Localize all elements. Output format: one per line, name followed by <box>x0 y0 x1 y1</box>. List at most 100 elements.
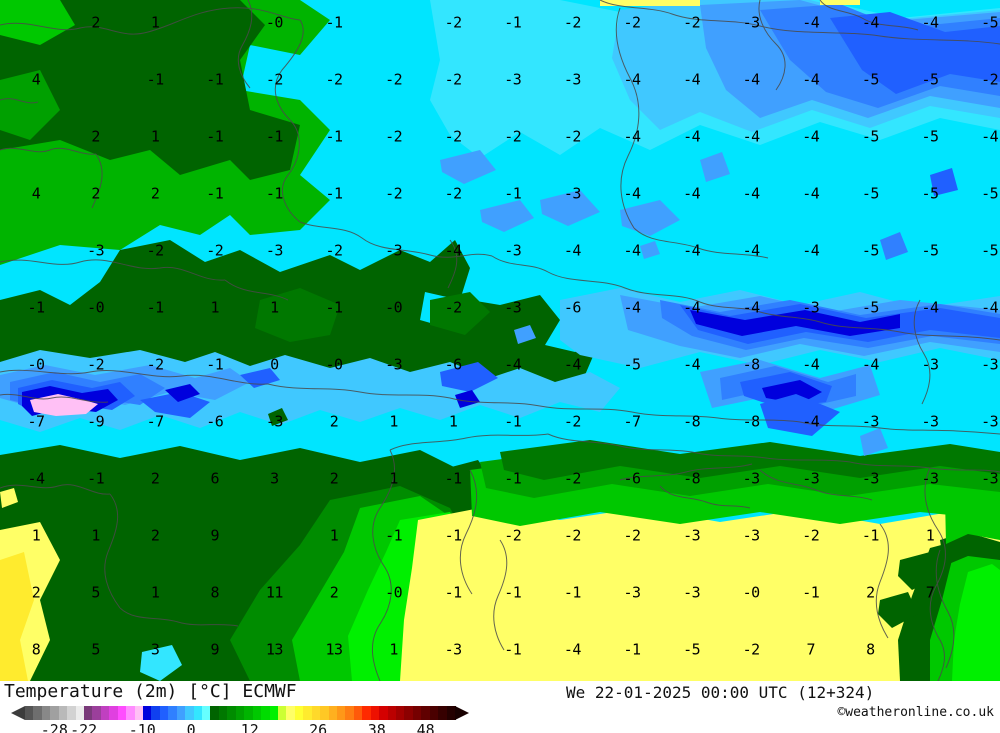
temperature-value-label: -4 <box>623 70 641 89</box>
temperature-value-label: -5 <box>683 640 701 659</box>
temperature-value-label: -1 <box>444 583 463 602</box>
temperature-value-label: -1 <box>504 640 522 659</box>
temperature-value-label: -2 <box>742 640 761 659</box>
colorbar-segment <box>303 706 313 720</box>
temperature-value-label: 2 <box>866 583 875 602</box>
temperature-value-label: -1 <box>146 298 165 317</box>
temperature-map[interactable]: 2 1 -0 -1 -2 -1 -2 -2 -2 -3 -4 -4 -4 -5 4 -1 -1 -2 -2 -2 -2 -… <box>0 0 1000 681</box>
colorbar-segment <box>151 706 161 720</box>
colorbar-tick-label: -10 <box>128 721 156 733</box>
temperature-value-label: 7 <box>806 640 816 659</box>
colorbar-tick-label: 12 <box>240 721 259 733</box>
colorbar-segment <box>294 706 304 720</box>
colorbar-segment <box>41 706 51 720</box>
colorbar-segment <box>345 706 355 720</box>
temperature-colorbar[interactable]: -28 -22 -10 0 12 26 38 48 <box>11 706 469 733</box>
temperature-value-label: -1 <box>444 526 463 545</box>
temperature-value-label: -0 <box>385 298 403 317</box>
temperature-value-label: -4 <box>623 184 641 203</box>
colorbar-segment <box>202 706 212 720</box>
temperature-value-label: -1 <box>861 526 880 545</box>
temperature-value-label: 8 <box>210 583 220 602</box>
temperature-value-label: -5 <box>921 241 939 260</box>
temperature-value-label: 5 <box>91 583 100 602</box>
temperature-value-label: -3 <box>802 298 820 317</box>
colorbar-segment <box>185 706 195 720</box>
colorbar-segment <box>117 706 127 720</box>
temperature-value-label: -2 <box>444 298 463 317</box>
temperature-value-label: 2 <box>150 526 160 545</box>
temperature-value-label: -5 <box>623 355 641 374</box>
temperature-value-label: -2 <box>87 355 105 374</box>
temperature-value-label: -4 <box>444 241 463 260</box>
temperature-value-label: -1 <box>206 70 224 89</box>
temperature-value-label: 8 <box>31 640 41 659</box>
temperature-value-label: -3 <box>861 412 880 431</box>
temperature-value-label: -6 <box>623 469 641 488</box>
temperature-value-label: -8 <box>742 355 761 374</box>
temperature-value-label: -5 <box>861 241 880 260</box>
temperature-value-label: 2 <box>150 184 160 203</box>
temperature-value-label: 1 <box>91 526 100 545</box>
colorbar-tick-label: -28 <box>40 721 68 733</box>
temperature-value-label: -4 <box>981 127 999 146</box>
colorbar-segment <box>143 706 153 720</box>
temperature-value-label: -1 <box>265 184 284 203</box>
temperature-value-label: -3 <box>921 412 939 431</box>
temperature-value-label: -4 <box>742 184 761 203</box>
temperature-value-label: -0 <box>27 355 45 374</box>
colorbar-segment <box>438 706 448 720</box>
temperature-value-label: 2 <box>329 412 339 431</box>
temperature-value-label: -3 <box>265 241 284 260</box>
temperature-value-label: -2 <box>563 13 582 32</box>
temperature-value-label: -5 <box>981 184 999 203</box>
colorbar-segment <box>50 706 60 720</box>
temperature-value-label: -1 <box>325 13 343 32</box>
temperature-value-label: -1 <box>206 127 224 146</box>
temperature-value-label: 4 <box>31 70 41 89</box>
temperature-value-label: 1 <box>150 127 160 146</box>
temperature-value-label: -3 <box>623 583 641 602</box>
temperature-value-label: -3 <box>444 640 463 659</box>
temperature-value-label: -2 <box>265 70 284 89</box>
colorbar-segment <box>176 706 186 720</box>
temperature-value-label: -0 <box>385 583 403 602</box>
temperature-value-label: -4 <box>742 70 761 89</box>
temperature-value-label: -4 <box>563 241 582 260</box>
colorbar-segment <box>210 706 220 720</box>
temperature-value-label: -1 <box>325 184 343 203</box>
temperature-value-label: -2 <box>385 184 403 203</box>
temperature-value-label: -3 <box>861 469 880 488</box>
temperature-value-label: -2 <box>206 241 224 260</box>
colorbar-segment <box>33 706 43 720</box>
temperature-value-label: -4 <box>683 298 701 317</box>
temperature-value-label: -6 <box>206 412 224 431</box>
temperature-value-label: 2 <box>91 127 100 146</box>
temperature-value-label: -4 <box>623 241 641 260</box>
temperature-value-label: -2 <box>325 241 343 260</box>
temperature-value-label: -2 <box>563 526 582 545</box>
temperature-value-label: -5 <box>921 127 939 146</box>
temperature-value-label: -4 <box>802 412 820 431</box>
temperature-value-label: -1 <box>504 184 522 203</box>
temperature-value-label: -3 <box>921 355 939 374</box>
temperature-value-label: -4 <box>683 127 701 146</box>
temperature-value-label: -3 <box>504 241 522 260</box>
colorbar-tick-label: 0 <box>186 721 196 733</box>
temperature-value-label: -9 <box>87 412 105 431</box>
temperature-value-label: -4 <box>683 184 701 203</box>
temperature-value-label: -3 <box>802 469 820 488</box>
temperature-value-label: -4 <box>683 70 701 89</box>
temperature-value-label: -3 <box>504 298 522 317</box>
temperature-value-label: 11 <box>265 583 284 602</box>
temperature-value-label: 2 <box>31 583 41 602</box>
temperature-value-label: -4 <box>802 13 820 32</box>
colorbar-overflow-arrow-icon <box>455 706 469 720</box>
colorbar-segment <box>311 706 321 720</box>
colorbar-segment <box>134 706 144 720</box>
colorbar-segment <box>25 706 35 720</box>
temperature-value-label: 1 <box>389 640 398 659</box>
temperature-value-label: 1 <box>31 526 41 545</box>
temperature-value-label: 2 <box>91 13 100 32</box>
